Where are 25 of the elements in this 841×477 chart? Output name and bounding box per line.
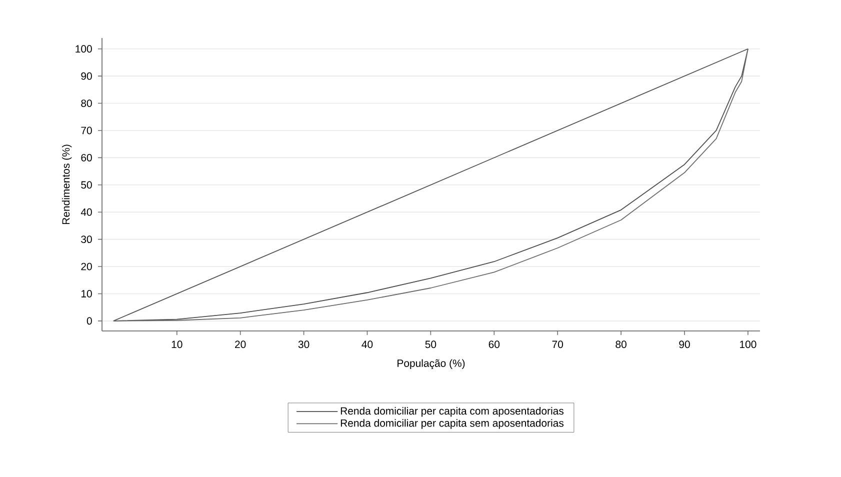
x-axis-title: População (%)	[398, 359, 465, 370]
y-axis-title: Rendimentos (%)	[62, 144, 72, 224]
x-tick-label: 20	[235, 340, 246, 348]
x-tick-label: 70	[552, 340, 563, 348]
x-tick-label: 60	[488, 340, 500, 348]
legend-label: Renda domiciliar per capita sem aposentadorias	[340, 419, 564, 429]
x-tick-label: 30	[298, 340, 310, 348]
x-tick-label: 80	[616, 340, 626, 348]
y-tick-label: 50	[81, 181, 92, 189]
x-tick-label: 10	[172, 340, 182, 348]
legend-label: Renda domiciliar per capita com aposentadorias	[340, 406, 564, 417]
y-tick-label: 20	[81, 262, 92, 270]
y-tick-label: 70	[81, 126, 92, 134]
y-tick-label: 80	[81, 100, 92, 107]
x-tick-label: 50	[425, 340, 436, 348]
x-tick-label: 90	[679, 340, 690, 348]
y-tick-label: 10	[81, 290, 92, 298]
y-tick-label: 0	[86, 317, 92, 325]
y-tick-label: 40	[80, 208, 92, 216]
y-tick-label: 90	[81, 72, 92, 80]
x-tick-label: 40	[362, 340, 373, 348]
y-tick-label: 100	[76, 45, 92, 53]
y-tick-label: 30	[81, 236, 92, 244]
x-tick-label: 100	[740, 340, 756, 348]
y-tick-label: 60	[81, 154, 92, 162]
